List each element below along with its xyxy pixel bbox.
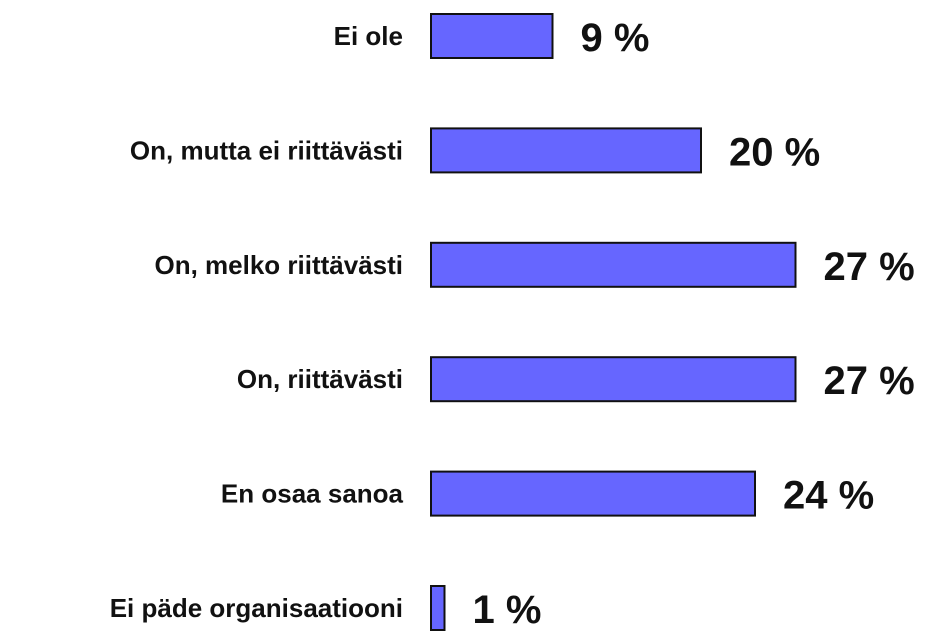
category-label: En osaa sanoa [221, 479, 404, 509]
bar [430, 470, 756, 517]
value-label: 1 % [473, 588, 542, 632]
bar [430, 13, 554, 59]
bar [430, 241, 797, 288]
value-label: 27 % [824, 359, 915, 403]
bar [430, 585, 446, 631]
category-label: Ei ole [334, 21, 403, 51]
value-label: 9 % [581, 16, 650, 60]
category-label: On, melko riittävästi [154, 250, 403, 280]
value-label: 20 % [729, 130, 820, 174]
value-label: 24 % [783, 474, 874, 518]
category-label: Ei päde organisaatiooni [110, 593, 403, 623]
category-label: On, mutta ei riittävästi [130, 135, 403, 165]
category-label: On, riittävästi [237, 364, 403, 394]
bar [430, 127, 702, 174]
bar [430, 356, 797, 403]
value-label: 27 % [824, 245, 915, 289]
